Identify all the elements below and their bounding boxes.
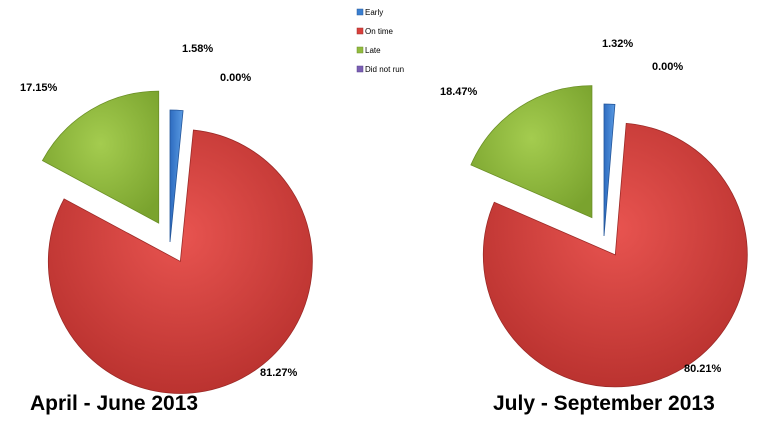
pie-chart-july-september: 1.32% 80.21% 18.47% 0.00% [440,38,748,388]
legend-label-early: Early [365,8,383,17]
legend-swatch-late [356,46,364,54]
data-label-on-time: 81.27% [260,367,298,379]
chart-title-july-september: July - September 2013 [493,392,715,415]
legend-item-early: Early [356,8,383,17]
data-label-early: 1.58% [182,43,213,55]
legend-swatch-did-not-run [356,65,364,73]
data-label-did-not-run: 0.00% [652,61,683,73]
pie-slice-on-time [47,129,313,394]
legend-label-late: Late [365,46,381,55]
data-label-early: 1.32% [602,38,633,50]
data-label-did-not-run: 0.00% [220,72,251,84]
pie-slice-late [41,90,160,224]
legend-item-did-not-run: Did not run [356,65,404,74]
pie-slice-early [603,103,616,237]
legend-swatch-early [356,8,364,16]
data-label-late: 17.15% [20,82,58,94]
data-label-on-time: 80.21% [684,363,722,375]
legend-item-on-time: On time [356,27,394,36]
legend-item-late: Late [356,46,381,55]
pie-chart-april-june: 1.58% 81.27% 17.15% 0.00% [20,43,313,394]
legend-swatch-on-time [356,27,364,35]
legend-label-on-time: On time [365,27,394,36]
pie-slice-late [470,85,593,219]
chart-title-april-june: April - June 2013 [30,392,198,415]
pie-slice-on-time [482,122,748,388]
data-label-late: 18.47% [440,86,478,98]
pie-slice-early [169,109,184,243]
legend-label-did-not-run: Did not run [365,65,404,74]
legend: Early On time Late Did not run [356,8,404,74]
